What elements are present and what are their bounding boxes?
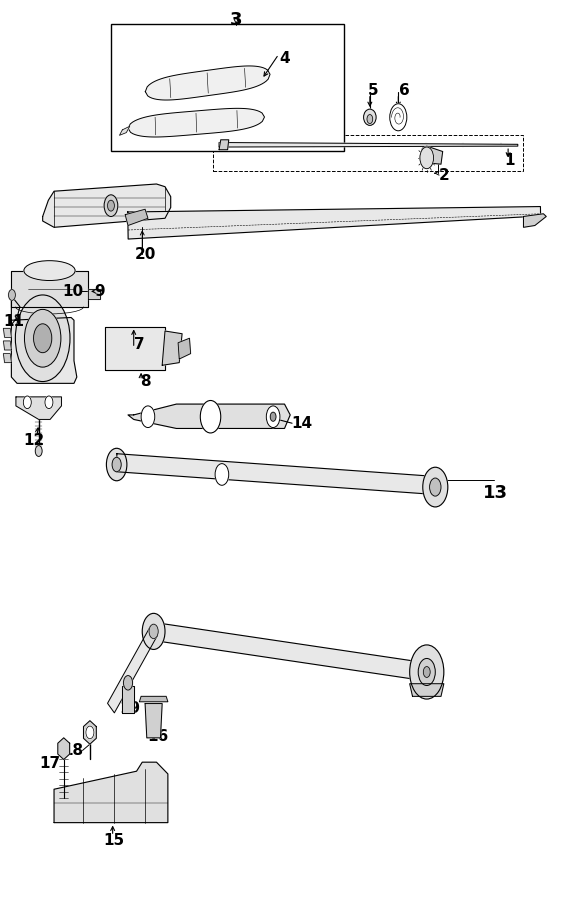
Polygon shape: [162, 331, 182, 365]
Circle shape: [86, 726, 94, 739]
Text: 8: 8: [140, 374, 150, 389]
Polygon shape: [125, 209, 148, 226]
Polygon shape: [16, 397, 61, 419]
Text: 6: 6: [399, 83, 409, 97]
Bar: [213, 135, 523, 171]
Text: 16: 16: [147, 730, 169, 744]
Polygon shape: [54, 762, 168, 823]
Text: 18: 18: [62, 743, 84, 758]
Polygon shape: [88, 289, 100, 299]
Polygon shape: [219, 143, 518, 147]
Circle shape: [270, 412, 276, 421]
Ellipse shape: [367, 115, 373, 124]
Circle shape: [24, 309, 61, 367]
Polygon shape: [119, 126, 130, 135]
Polygon shape: [145, 704, 162, 738]
Polygon shape: [108, 627, 157, 713]
Polygon shape: [145, 66, 270, 100]
Text: 14: 14: [291, 417, 312, 431]
Circle shape: [420, 147, 434, 169]
Circle shape: [9, 290, 15, 300]
Text: 17: 17: [39, 757, 61, 771]
Circle shape: [266, 406, 280, 428]
Text: 4: 4: [279, 51, 290, 66]
Polygon shape: [219, 140, 229, 150]
Circle shape: [141, 406, 155, 428]
Polygon shape: [128, 108, 265, 137]
Polygon shape: [3, 328, 11, 337]
Circle shape: [45, 396, 53, 409]
Circle shape: [108, 200, 114, 211]
Circle shape: [104, 195, 118, 216]
Polygon shape: [105, 327, 165, 370]
Text: 12: 12: [23, 433, 45, 447]
Circle shape: [410, 645, 444, 699]
Polygon shape: [410, 684, 444, 696]
Polygon shape: [84, 721, 96, 744]
Text: 20: 20: [134, 247, 156, 262]
Polygon shape: [122, 686, 134, 713]
Polygon shape: [178, 338, 191, 359]
Ellipse shape: [364, 109, 376, 125]
Circle shape: [200, 400, 221, 433]
Polygon shape: [58, 738, 69, 759]
Circle shape: [34, 324, 52, 353]
Circle shape: [15, 295, 70, 382]
Circle shape: [106, 448, 127, 481]
Polygon shape: [117, 454, 432, 494]
Circle shape: [123, 676, 133, 690]
Circle shape: [23, 396, 31, 409]
Polygon shape: [128, 207, 541, 239]
Text: 7: 7: [134, 337, 145, 352]
Polygon shape: [3, 354, 11, 363]
Text: 13: 13: [483, 484, 508, 502]
Polygon shape: [153, 622, 427, 681]
Ellipse shape: [24, 261, 75, 281]
Circle shape: [215, 464, 229, 485]
Polygon shape: [139, 696, 168, 702]
Text: 19: 19: [119, 701, 141, 715]
Circle shape: [149, 624, 158, 639]
Bar: [111, 24, 344, 151]
Polygon shape: [523, 214, 546, 227]
Polygon shape: [128, 404, 290, 428]
Polygon shape: [11, 298, 77, 383]
Text: 3: 3: [230, 11, 242, 29]
Text: 5: 5: [368, 83, 378, 97]
Circle shape: [418, 658, 435, 686]
Polygon shape: [421, 146, 443, 164]
Circle shape: [142, 613, 165, 649]
Circle shape: [390, 104, 407, 131]
Polygon shape: [11, 271, 88, 307]
Circle shape: [35, 446, 42, 456]
Text: 2: 2: [439, 169, 449, 183]
Circle shape: [423, 667, 430, 677]
Text: 10: 10: [62, 284, 84, 299]
Text: 11: 11: [4, 314, 24, 328]
Polygon shape: [43, 184, 171, 227]
Circle shape: [430, 478, 441, 496]
Text: 15: 15: [103, 833, 125, 848]
Circle shape: [423, 467, 448, 507]
Text: 9: 9: [94, 284, 105, 299]
Text: 1: 1: [504, 153, 514, 168]
Polygon shape: [3, 341, 11, 350]
Circle shape: [112, 457, 121, 472]
